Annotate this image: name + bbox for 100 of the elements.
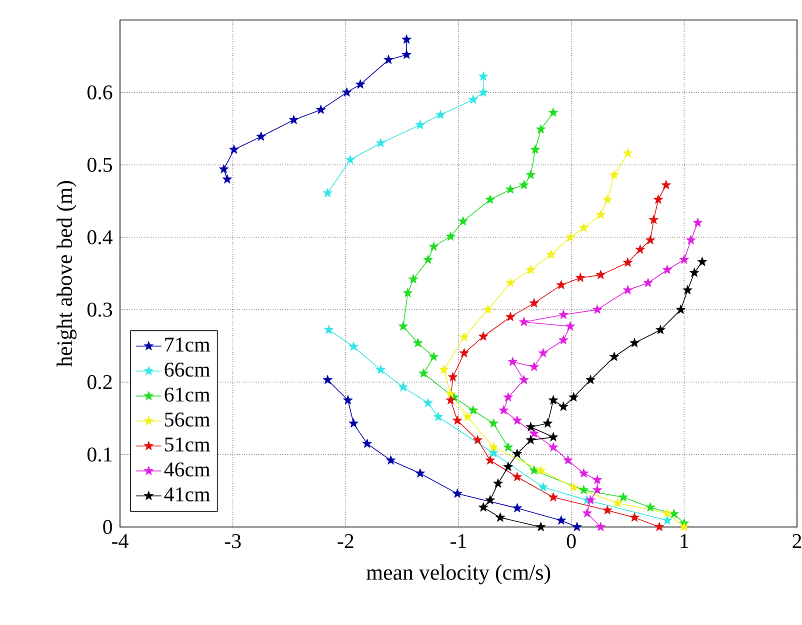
point <box>468 94 478 104</box>
x-tick-label: -4 <box>112 534 128 548</box>
point <box>530 144 540 154</box>
point <box>418 368 428 378</box>
point <box>526 422 536 432</box>
point <box>503 392 514 402</box>
point <box>322 374 333 384</box>
point <box>618 492 628 502</box>
point <box>526 434 536 444</box>
point <box>506 184 516 194</box>
point <box>578 468 589 478</box>
y-axis-title: height above bed (m) <box>56 181 77 367</box>
point <box>656 324 666 334</box>
point <box>536 465 546 475</box>
point <box>622 148 633 158</box>
point <box>586 495 596 504</box>
point <box>512 503 522 512</box>
x-axis-title: mean velocity (cm/s) <box>366 564 550 584</box>
point <box>512 448 522 458</box>
point <box>662 264 672 274</box>
point <box>578 222 589 232</box>
point <box>472 434 483 444</box>
y-tick-label: 0.3 <box>87 302 112 317</box>
point <box>568 392 578 402</box>
point <box>529 428 540 438</box>
point <box>548 492 558 502</box>
point <box>529 465 540 475</box>
y-tick-label: 0.5 <box>87 158 112 172</box>
point <box>662 515 672 525</box>
point <box>345 154 356 164</box>
point <box>478 502 488 512</box>
point <box>376 364 386 374</box>
point <box>446 231 456 241</box>
point <box>645 235 656 244</box>
point <box>679 522 690 532</box>
point <box>653 194 664 204</box>
point <box>222 174 232 184</box>
point <box>575 272 586 282</box>
point <box>622 284 633 294</box>
point <box>398 382 408 392</box>
point <box>398 321 408 331</box>
point <box>459 332 470 342</box>
point <box>654 522 664 532</box>
point <box>485 495 496 504</box>
point <box>592 474 602 484</box>
point <box>676 304 686 314</box>
point <box>436 110 446 120</box>
point <box>602 194 612 204</box>
point <box>384 54 394 64</box>
point <box>596 210 606 220</box>
point <box>630 338 640 348</box>
point <box>686 235 696 244</box>
point <box>428 352 439 361</box>
point <box>548 395 558 404</box>
point <box>386 455 396 465</box>
point <box>582 508 592 518</box>
point <box>622 257 633 267</box>
y-tick-label: 0.2 <box>87 375 112 390</box>
point <box>519 316 529 326</box>
point <box>415 468 426 478</box>
point <box>609 170 620 180</box>
point <box>482 304 493 314</box>
point <box>218 164 229 174</box>
point <box>478 87 488 97</box>
point <box>526 264 536 274</box>
point <box>563 455 573 465</box>
point <box>478 71 488 81</box>
point <box>572 522 582 532</box>
legend-label: 51cm <box>165 438 210 452</box>
point <box>468 405 478 415</box>
point <box>348 341 358 351</box>
point <box>498 405 509 415</box>
point <box>565 232 576 242</box>
point <box>536 522 546 532</box>
point <box>546 250 556 259</box>
point <box>565 321 576 331</box>
point <box>592 484 602 494</box>
point <box>519 180 529 190</box>
point <box>446 388 456 398</box>
point <box>229 144 239 154</box>
point <box>512 415 522 425</box>
legend-label: 56cm <box>165 412 210 427</box>
point <box>542 418 553 428</box>
y-tick-label: 0.1 <box>87 447 112 462</box>
point <box>488 418 498 428</box>
point <box>635 244 646 254</box>
point <box>495 512 506 522</box>
point <box>538 482 548 492</box>
point <box>578 484 589 494</box>
point <box>602 505 612 515</box>
point <box>343 395 353 404</box>
point <box>348 418 358 428</box>
point <box>536 124 546 134</box>
point <box>478 331 488 341</box>
point <box>548 442 558 452</box>
point <box>324 324 334 334</box>
point <box>612 498 623 508</box>
point <box>342 87 352 97</box>
point <box>596 270 606 280</box>
x-tick-label: -2 <box>338 534 354 548</box>
